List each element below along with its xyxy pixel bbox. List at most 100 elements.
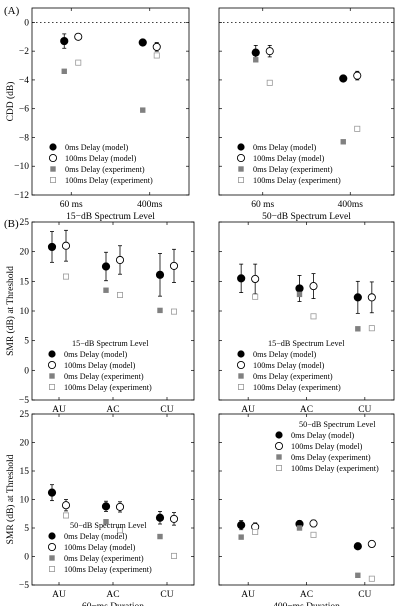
- legend-marker-100ms-model: [236, 360, 246, 370]
- x-tick-label: AU: [241, 590, 255, 600]
- legend-label: 0ms Delay (model): [253, 350, 316, 359]
- point-0ms-experiment: [61, 68, 67, 74]
- y-tick-label: −4: [19, 76, 29, 86]
- point-100ms-experiment: [252, 528, 259, 535]
- y-tick-label: −5: [19, 581, 29, 591]
- point-0ms-experiment: [238, 534, 244, 540]
- x-tick-label: CU: [160, 405, 173, 415]
- point-0ms-model: [353, 293, 362, 302]
- legend-marker-100ms-experiment: [237, 176, 244, 183]
- point-100ms-experiment: [368, 325, 375, 332]
- legend-label: 0ms Delay (model): [291, 431, 354, 440]
- legend-label: 100ms Delay (model): [65, 154, 137, 163]
- legend-marker-100ms-model: [47, 542, 57, 552]
- legend-label: 100ms Delay (model): [64, 361, 136, 370]
- y-tick-label: 25: [20, 218, 30, 228]
- x-axis-label: 50−dB Spectrum Level: [262, 212, 351, 222]
- point-100ms-experiment: [310, 313, 317, 320]
- point-0ms-experiment: [355, 572, 361, 579]
- point-0ms-experiment: [103, 519, 109, 525]
- legend-marker-0ms-model: [49, 143, 57, 151]
- x-axis-label: 400−ms Duration: [273, 602, 340, 606]
- point-100ms-experiment: [354, 125, 361, 132]
- point-100ms-model: [61, 501, 71, 510]
- point-100ms-model: [367, 539, 376, 549]
- y-tick-label: 15: [20, 467, 30, 477]
- point-100ms-model: [74, 32, 83, 41]
- legend-label: 0ms Delay (model): [253, 143, 316, 152]
- legend-title: 15−dB Spectrum Level: [72, 339, 149, 348]
- point-100ms-model: [367, 293, 376, 302]
- point-100ms-model: [61, 241, 71, 250]
- legend-title: 50−dB Spectrum Level: [70, 521, 147, 530]
- y-tick-label: −2: [19, 47, 29, 57]
- point-0ms-model: [101, 502, 111, 511]
- x-tick-label: CU: [358, 405, 371, 415]
- x-axis-label: 15−dB Spectrum Level: [66, 212, 155, 222]
- point-100ms-model: [169, 261, 179, 270]
- y-tick-label: −6: [19, 105, 29, 115]
- legend-label: 0ms Delay (model): [64, 532, 127, 541]
- x-tick-label: 400ms: [137, 200, 163, 210]
- point-100ms-experiment: [368, 575, 375, 582]
- point-100ms-model: [265, 47, 274, 56]
- y-tick-label: 0: [24, 366, 29, 376]
- legend-label: 100ms Delay (experiment): [291, 464, 379, 473]
- point-100ms-experiment: [75, 59, 82, 66]
- y-tick-label: 10: [20, 496, 30, 506]
- x-tick-label: AU: [52, 590, 66, 600]
- point-100ms-model: [251, 274, 260, 284]
- legend-marker-0ms-experiment: [238, 373, 244, 379]
- x-tick-label: AC: [106, 590, 119, 600]
- point-0ms-model: [339, 74, 348, 83]
- legend-marker-0ms-experiment: [238, 166, 244, 172]
- chart-b2: AU AC CU 15−dB Spectrum Level 0ms Delay (mod…: [218, 221, 395, 415]
- y-tick-label: −10: [14, 162, 29, 172]
- legend-marker-0ms-model: [48, 350, 56, 358]
- point-0ms-experiment: [296, 291, 303, 298]
- legend-marker-100ms-experiment: [275, 464, 282, 471]
- legend-label: 0ms Delay (experiment): [65, 165, 145, 174]
- point-100ms-experiment: [266, 79, 273, 86]
- x-tick-label: 400ms: [338, 200, 364, 210]
- legend-marker-0ms-experiment: [49, 373, 55, 379]
- point-100ms-model: [115, 502, 125, 511]
- legend-label: 0ms Delay (model): [64, 350, 127, 359]
- legend-label: 0ms Delay (model): [65, 143, 128, 152]
- legend-label: 100ms Delay (experiment): [65, 176, 153, 185]
- legend-marker-100ms-model: [48, 153, 58, 163]
- legend-label: 100ms Delay (experiment): [64, 565, 152, 574]
- point-0ms-experiment: [340, 139, 346, 145]
- point-0ms-experiment: [157, 533, 163, 540]
- y-tick-label: −5: [19, 396, 29, 406]
- plot-frame: [31, 7, 190, 196]
- legend-marker-0ms-model: [48, 532, 56, 540]
- x-axis-label: 60−ms Duration: [82, 602, 144, 606]
- legend-label: 100ms Delay (experiment): [253, 383, 341, 392]
- point-0ms-model: [353, 542, 362, 551]
- legend-title: 15−dB Spectrum Level: [268, 339, 345, 348]
- legend-label: 0ms Delay (experiment): [291, 453, 371, 462]
- x-tick-label: AC: [106, 405, 119, 415]
- legend-marker-0ms-model: [275, 431, 283, 439]
- legend-label: 100ms Delay (experiment): [64, 383, 152, 392]
- x-tick-label: AC: [300, 405, 313, 415]
- y-tick-label: 25: [20, 410, 30, 420]
- point-0ms-model: [138, 38, 147, 47]
- point-0ms-experiment: [296, 525, 303, 531]
- y-tick-label: 0: [24, 553, 29, 563]
- point-0ms-model: [295, 284, 304, 293]
- point-100ms-experiment: [117, 527, 124, 534]
- y-axis-label: CDD (dB): [5, 82, 16, 122]
- point-100ms-model: [152, 42, 161, 51]
- point-0ms-experiment: [157, 307, 163, 314]
- legend-label: 100ms Delay (model): [253, 361, 325, 370]
- legend-marker-0ms-model: [237, 350, 245, 358]
- chart-b1: −5 0 5 10 15 20 25 AU AC CU SMR (dB) at Threshold 1…: [5, 218, 195, 415]
- x-tick-label: 60 ms: [60, 200, 83, 210]
- y-tick-label: −12: [14, 191, 29, 201]
- point-0ms-experiment: [103, 287, 109, 293]
- legend-label: 100ms Delay (model): [291, 442, 363, 451]
- x-tick-label: CU: [358, 590, 371, 600]
